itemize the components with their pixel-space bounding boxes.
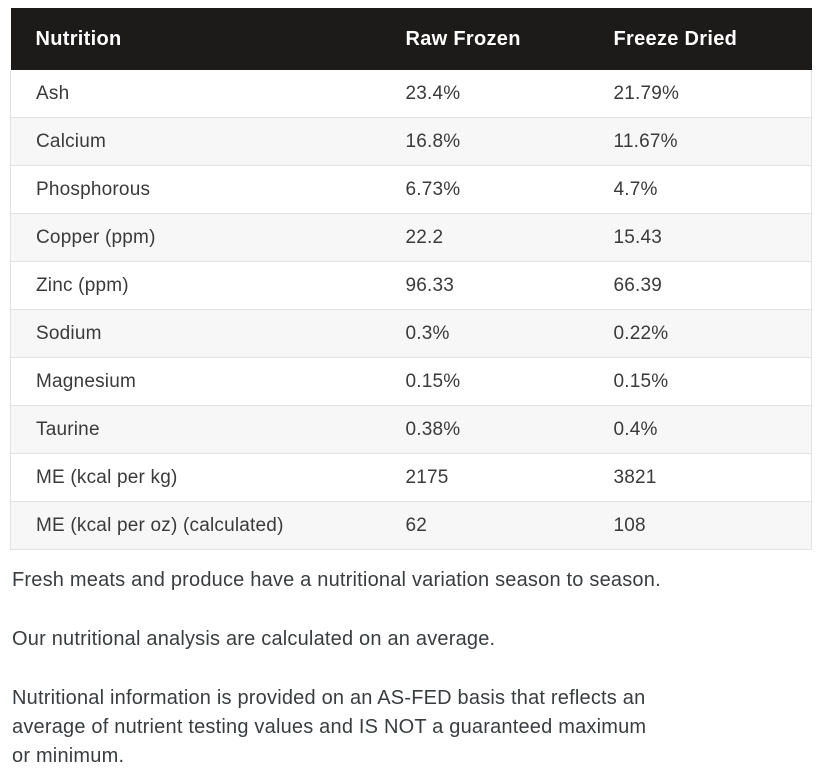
cell-nutrient-label: Magnesium — [10, 357, 381, 406]
table-row: Ash 23.4% 21.79% — [10, 70, 812, 118]
cell-freeze-dried: 0.4% — [588, 405, 812, 454]
cell-freeze-dried: 3821 — [588, 453, 812, 502]
cell-freeze-dried: 11.67% — [588, 117, 812, 166]
table-row: Sodium 0.3% 0.22% — [10, 309, 812, 358]
cell-freeze-dried: 21.79% — [588, 70, 812, 118]
cell-raw-frozen: 0.3% — [380, 309, 589, 358]
cell-freeze-dried: 0.22% — [588, 309, 812, 358]
cell-raw-frozen: 0.38% — [380, 405, 589, 454]
table-row: Copper (ppm) 22.2 15.43 — [10, 213, 812, 262]
table-row: Calcium 16.8% 11.67% — [10, 117, 812, 166]
cell-raw-frozen: 23.4% — [380, 70, 589, 118]
table-header: Nutrition Raw Frozen Freeze Dried — [10, 8, 812, 70]
table-row: Taurine 0.38% 0.4% — [10, 405, 812, 454]
cell-nutrient-label: Copper (ppm) — [10, 213, 381, 262]
cell-raw-frozen: 62 — [380, 501, 589, 550]
table-row: ME (kcal per kg) 2175 3821 — [10, 453, 812, 502]
cell-nutrient-label: Taurine — [10, 405, 381, 454]
cell-nutrient-label: Zinc (ppm) — [10, 261, 381, 310]
cell-nutrient-label: ME (kcal per oz) (calculated) — [10, 501, 381, 550]
table-header-row: Nutrition Raw Frozen Freeze Dried — [10, 8, 812, 70]
table-row: Magnesium 0.15% 0.15% — [10, 357, 812, 406]
table-row: Phosphorous 6.73% 4.7% — [10, 165, 812, 214]
cell-freeze-dried: 4.7% — [588, 165, 812, 214]
cell-nutrient-label: Phosphorous — [10, 165, 381, 214]
column-header-nutrition: Nutrition — [10, 8, 381, 70]
note-average-analysis: Our nutritional analysis are calculated … — [12, 628, 496, 650]
column-header-freeze-dried: Freeze Dried — [588, 8, 812, 70]
cell-nutrient-label: ME (kcal per kg) — [10, 453, 381, 502]
cell-freeze-dried: 66.39 — [588, 261, 812, 310]
table-row: Zinc (ppm) 96.33 66.39 — [10, 261, 812, 310]
cell-nutrient-label: Calcium — [10, 117, 381, 166]
note-as-fed-disclaimer: Nutritional information is provided on a… — [12, 687, 647, 767]
note-seasonal-variation: Fresh meats and produce have a nutrition… — [12, 569, 661, 591]
cell-raw-frozen: 2175 — [380, 453, 589, 502]
cell-freeze-dried: 108 — [588, 501, 812, 550]
cell-raw-frozen: 0.15% — [380, 357, 589, 406]
cell-freeze-dried: 15.43 — [588, 213, 812, 262]
cell-raw-frozen: 96.33 — [380, 261, 589, 310]
cell-nutrient-label: Sodium — [10, 309, 381, 358]
table-body: Ash 23.4% 21.79% Calcium 16.8% 11.67% Ph… — [10, 70, 812, 550]
cell-raw-frozen: 16.8% — [380, 117, 589, 166]
cell-nutrient-label: Ash — [10, 70, 381, 118]
table-row: ME (kcal per oz) (calculated) 62 108 — [10, 501, 812, 550]
cell-raw-frozen: 22.2 — [380, 213, 589, 262]
cell-raw-frozen: 6.73% — [380, 165, 589, 214]
notes-section: Fresh meats and produce have a nutrition… — [12, 566, 811, 771]
nutrition-table: Nutrition Raw Frozen Freeze Dried Ash 23… — [10, 8, 812, 550]
cell-freeze-dried: 0.15% — [588, 357, 812, 406]
column-header-raw-frozen: Raw Frozen — [380, 8, 589, 70]
